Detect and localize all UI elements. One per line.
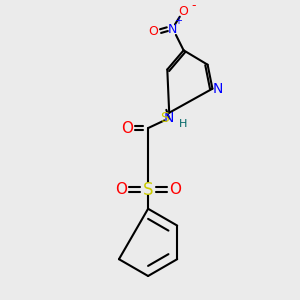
Text: H: H (178, 119, 187, 129)
Text: O: O (179, 5, 189, 18)
Text: O: O (169, 182, 181, 197)
Text: +: + (174, 16, 182, 26)
Text: N: N (164, 112, 174, 125)
Text: S: S (143, 181, 153, 199)
Text: O: O (148, 25, 158, 38)
Text: O: O (121, 121, 133, 136)
Text: N: N (167, 23, 177, 36)
Text: O: O (115, 182, 127, 197)
Text: -: - (191, 0, 196, 12)
Text: S: S (160, 110, 169, 124)
Text: N: N (213, 82, 224, 96)
